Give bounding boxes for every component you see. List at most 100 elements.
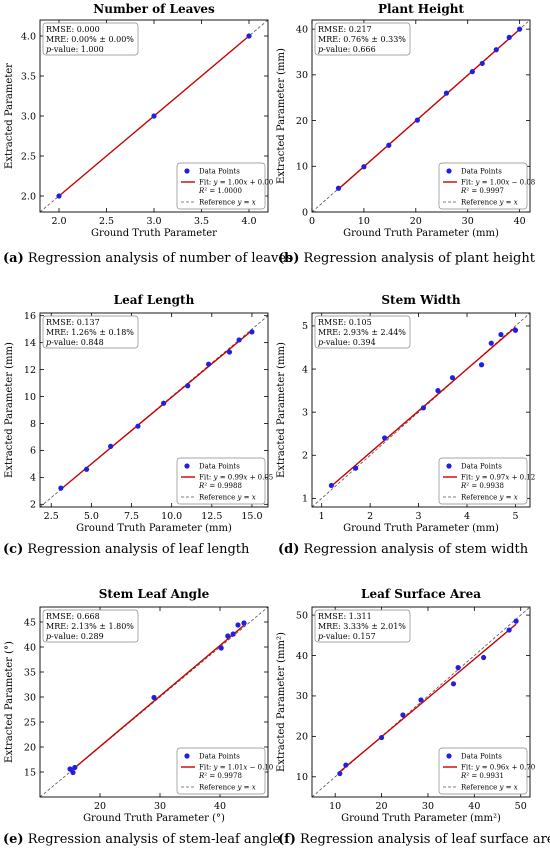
- data-point: [328, 482, 334, 489]
- y-axis-label: Extracted Parameter (°): [4, 641, 15, 763]
- x-tick-label: 3: [416, 511, 422, 522]
- data-point: [246, 33, 252, 39]
- data-point: [517, 26, 523, 32]
- panel-5: Stem Leaf Angle 20 30 40 15 20 25 30 35 40 45 Groun…: [3, 587, 280, 847]
- data-point: [418, 697, 424, 703]
- panel-3: Leaf Length 2.5 5.0 7.5 10.0 12.5 15.0 2 4 6 8 10 12…: [3, 293, 273, 557]
- legend-label: Data Points: [199, 168, 240, 176]
- y-axis-label: Extracted Parameter (mm): [276, 48, 287, 184]
- legend-box: [438, 457, 528, 505]
- x-tick-label: 2: [367, 511, 373, 522]
- legend-label: Reference y = x: [199, 199, 256, 207]
- data-point: [72, 764, 78, 771]
- x-tick-label: 10.0: [161, 511, 182, 522]
- y-tick-label: 20: [296, 732, 308, 743]
- x-tick-label: 30: [422, 801, 434, 812]
- y-tick-label: 45: [24, 617, 36, 628]
- x-tick-label: 12.5: [201, 511, 222, 522]
- data-point: [506, 627, 512, 633]
- y-axis-label: Extracted Parameter: [4, 63, 15, 169]
- data-point: [226, 349, 233, 355]
- x-tick-label: 4.0: [241, 216, 256, 227]
- data-point: [400, 712, 406, 718]
- stats-line: MRE: 3.33% ± 2.01%: [318, 622, 406, 631]
- y-tick-label: 10: [296, 162, 308, 173]
- x-tick-label: 50: [515, 801, 527, 812]
- data-point: [161, 400, 167, 406]
- x-tick-label: 30: [154, 801, 166, 812]
- x-tick-label: 10: [329, 801, 341, 812]
- x-tick-label: 0: [309, 216, 315, 227]
- data-point: [135, 423, 141, 429]
- x-tick-label: 40: [514, 216, 526, 227]
- x-tick-label: 5: [512, 511, 518, 522]
- stats-line: RMSE: 0.668: [46, 612, 100, 621]
- data-point: [435, 388, 441, 394]
- legend-label: Reference y = x: [199, 784, 256, 792]
- x-tick-label: 20: [410, 216, 422, 227]
- panel-6: Leaf Surface Area 10 20 30 40 50 10 20 30 40 50 Gro…: [276, 587, 550, 847]
- data-point: [506, 34, 512, 40]
- data-point: [378, 734, 385, 741]
- y-tick-label: 3: [302, 407, 308, 418]
- y-tick-label: 2.0: [21, 191, 36, 202]
- data-point: [151, 113, 157, 119]
- stats-box: [42, 22, 139, 56]
- y-tick-label: 3.5: [21, 71, 36, 82]
- plot-area: [312, 20, 530, 212]
- legend-box: [176, 747, 266, 795]
- x-tick-label: 20: [94, 801, 106, 812]
- data-point: [353, 465, 359, 471]
- legend-label: Data Points: [461, 463, 502, 471]
- data-point: [151, 694, 157, 701]
- stats-box: [42, 609, 139, 643]
- legend-label: R² = 0.9988: [198, 482, 242, 490]
- axes-frame: [311, 19, 531, 213]
- stats-line: p-value: 0.666: [318, 45, 376, 54]
- data-point: [56, 193, 62, 199]
- reference-line: [312, 607, 530, 797]
- data-point: [481, 654, 487, 661]
- plot-area: [312, 607, 530, 797]
- data-point: [225, 633, 231, 639]
- x-tick-label: 40: [214, 801, 226, 812]
- y-tick-label: 50: [296, 610, 308, 621]
- y-tick-label: 3.0: [21, 111, 36, 122]
- x-axis-label: Ground Truth Parameter (mm): [76, 523, 232, 534]
- data-point: [58, 485, 64, 491]
- x-tick-label: 30: [462, 216, 474, 227]
- x-tick-label: 15.0: [241, 511, 262, 522]
- legend-point-marker: [184, 168, 190, 174]
- stats-line: p-value: 0.289: [46, 632, 104, 641]
- y-tick-label: 12: [24, 365, 36, 376]
- legend-label: Data Points: [199, 463, 240, 471]
- panel-caption: (b) Regression analysis of plant height: [278, 251, 536, 266]
- stats-line: MRE: 1.26% ± 0.18%: [46, 328, 134, 337]
- data-point: [337, 770, 343, 777]
- stats-box: [314, 609, 411, 643]
- panel-caption: (d) Regression analysis of stem width: [278, 542, 529, 557]
- reference-line: [312, 313, 530, 507]
- y-tick-label: 30: [24, 692, 36, 703]
- legend-label: Reference y = x: [461, 784, 518, 792]
- panel-caption: (f) Regression analysis of leaf surface …: [278, 832, 550, 847]
- data-point: [386, 142, 392, 148]
- x-axis-label: Ground Truth Parameter (mm): [343, 523, 499, 534]
- y-tick-label: 4: [302, 364, 308, 375]
- y-tick-label: 30: [296, 691, 308, 702]
- panel-2: Plant Height 0 10 20 30 40 0 10 20 30 40 Ground Tru…: [276, 2, 536, 266]
- data-point: [455, 665, 461, 671]
- x-axis-label: Ground Truth Parameter (mm²): [341, 813, 501, 824]
- data-point: [70, 769, 76, 776]
- y-tick-label: 2: [30, 500, 36, 511]
- chart-title: Number of Leaves: [93, 2, 215, 16]
- data-point: [67, 766, 73, 772]
- fit-line: [339, 623, 517, 773]
- panel-4: Stem Width 1 2 3 4 5 1 2 3 4 5 Ground Truth Paramet…: [276, 293, 535, 557]
- data-point: [235, 622, 241, 628]
- plot-area: [312, 313, 530, 507]
- legend-label: Data Points: [199, 753, 240, 761]
- stats-box: [42, 315, 139, 349]
- data-point: [249, 329, 255, 335]
